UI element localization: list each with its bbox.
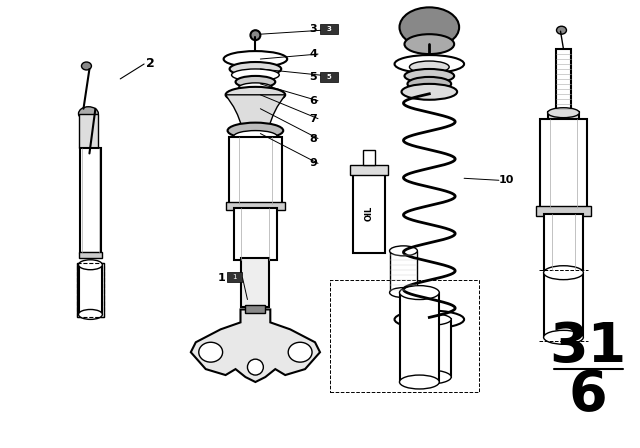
- Ellipse shape: [225, 87, 285, 103]
- Text: 1: 1: [218, 273, 225, 283]
- Text: 5: 5: [309, 72, 317, 82]
- Bar: [77, 263, 104, 318]
- Bar: [390, 251, 417, 293]
- Ellipse shape: [79, 260, 102, 270]
- Ellipse shape: [548, 108, 579, 118]
- Bar: [353, 173, 385, 253]
- Ellipse shape: [79, 107, 99, 121]
- Ellipse shape: [399, 7, 459, 47]
- Ellipse shape: [230, 62, 281, 76]
- Bar: [241, 258, 269, 307]
- Ellipse shape: [390, 288, 417, 297]
- Text: 7: 7: [309, 114, 317, 124]
- Ellipse shape: [543, 266, 583, 280]
- Bar: [543, 273, 583, 337]
- Bar: [536, 206, 591, 216]
- Text: 6: 6: [309, 96, 317, 106]
- Text: 1: 1: [232, 274, 237, 280]
- Bar: [363, 151, 374, 165]
- Ellipse shape: [228, 123, 284, 138]
- FancyBboxPatch shape: [320, 72, 338, 82]
- Text: OIL: OIL: [364, 206, 373, 221]
- Bar: [228, 137, 282, 204]
- Ellipse shape: [81, 62, 92, 70]
- Polygon shape: [225, 95, 285, 130]
- Bar: [79, 252, 102, 258]
- Bar: [350, 165, 388, 175]
- Text: 9: 9: [309, 159, 317, 168]
- Text: 10: 10: [499, 175, 515, 185]
- Ellipse shape: [250, 30, 260, 40]
- Bar: [408, 319, 451, 377]
- Ellipse shape: [404, 69, 454, 83]
- Text: 5: 5: [326, 74, 332, 80]
- FancyBboxPatch shape: [320, 24, 338, 34]
- Ellipse shape: [557, 26, 566, 34]
- Ellipse shape: [543, 330, 583, 344]
- Ellipse shape: [404, 34, 454, 54]
- Bar: [234, 208, 277, 260]
- Bar: [79, 114, 99, 148]
- Bar: [543, 214, 583, 270]
- Ellipse shape: [394, 310, 464, 328]
- Polygon shape: [191, 310, 320, 382]
- Text: 31: 31: [550, 320, 627, 374]
- Ellipse shape: [239, 83, 272, 93]
- Text: 4: 4: [309, 49, 317, 59]
- Ellipse shape: [410, 61, 449, 73]
- Text: 6: 6: [569, 368, 608, 422]
- Ellipse shape: [408, 370, 451, 384]
- Text: 8: 8: [309, 134, 317, 143]
- Ellipse shape: [399, 375, 439, 389]
- Bar: [79, 148, 101, 253]
- Ellipse shape: [223, 51, 287, 67]
- Bar: [225, 202, 285, 210]
- Ellipse shape: [408, 77, 451, 91]
- Text: 2: 2: [146, 57, 155, 70]
- FancyBboxPatch shape: [227, 271, 243, 282]
- Bar: [399, 293, 439, 382]
- Ellipse shape: [408, 314, 451, 325]
- Ellipse shape: [199, 342, 223, 362]
- Ellipse shape: [399, 286, 439, 300]
- Text: 3: 3: [309, 24, 317, 34]
- Ellipse shape: [288, 342, 312, 362]
- Ellipse shape: [79, 310, 102, 319]
- Bar: [548, 112, 579, 121]
- Ellipse shape: [401, 84, 457, 100]
- Ellipse shape: [232, 69, 279, 81]
- Bar: [556, 49, 572, 114]
- Ellipse shape: [234, 130, 277, 142]
- Text: 3: 3: [326, 26, 332, 32]
- Ellipse shape: [394, 55, 464, 73]
- Bar: [246, 306, 266, 314]
- Ellipse shape: [248, 359, 263, 375]
- Ellipse shape: [236, 76, 275, 88]
- Bar: [540, 119, 588, 208]
- Ellipse shape: [390, 246, 417, 256]
- Bar: [79, 265, 102, 314]
